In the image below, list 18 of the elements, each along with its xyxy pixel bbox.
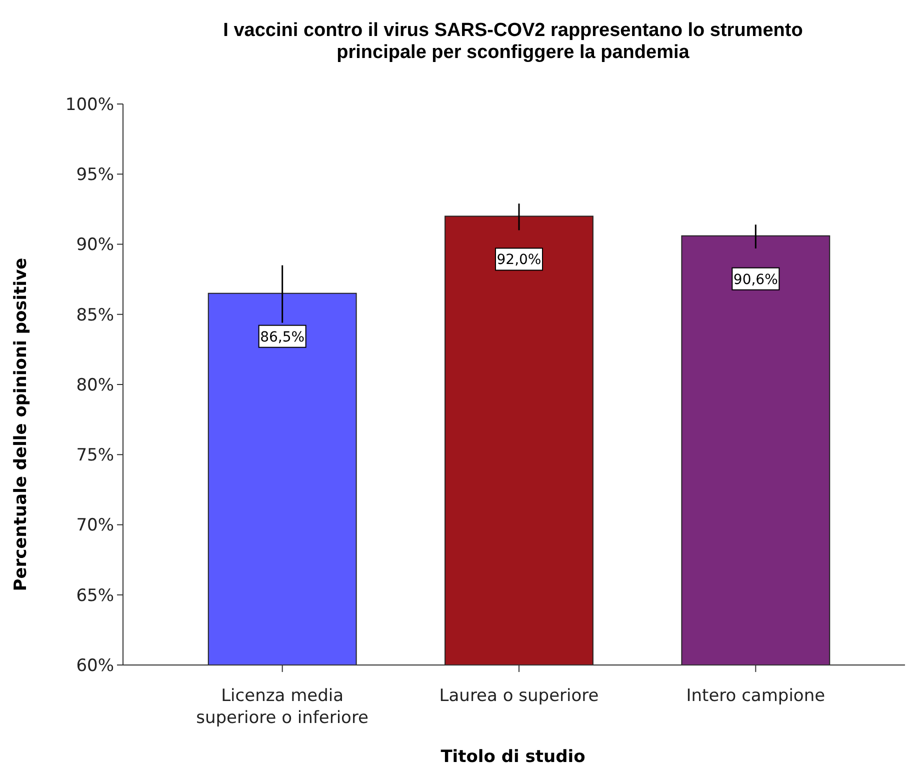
y-axis-title: Percentuale delle opinioni positive	[11, 258, 31, 592]
data-label: 90,6%	[733, 272, 778, 288]
y-tick-label: 100%	[65, 94, 114, 115]
chart-title: I vaccini contro il virus SARS-COV2 rappresentano lo strumento principale per sconfiggere la pandemia	[223, 20, 803, 63]
x-axis-title: Titolo di studio	[440, 747, 586, 767]
y-tick-label: 90%	[76, 235, 114, 256]
y-tick-label: 85%	[76, 305, 114, 326]
x-tick-label: Laurea o superiore	[439, 686, 599, 706]
y-tick-label: 70%	[76, 516, 114, 536]
data-label: 86,5%	[260, 329, 305, 346]
y-tick-label: 80%	[76, 375, 114, 396]
y-tick-label: 75%	[76, 446, 114, 466]
x-tick-label: Licenza media superiore o inferiore	[196, 686, 369, 728]
x-tick-label: Intero campione	[686, 686, 826, 706]
y-tick-label: 60%	[76, 656, 114, 676]
y-tick-label: 95%	[76, 165, 114, 186]
y-tick-label: 65%	[76, 586, 114, 606]
data-label: 92,0%	[496, 252, 542, 268]
